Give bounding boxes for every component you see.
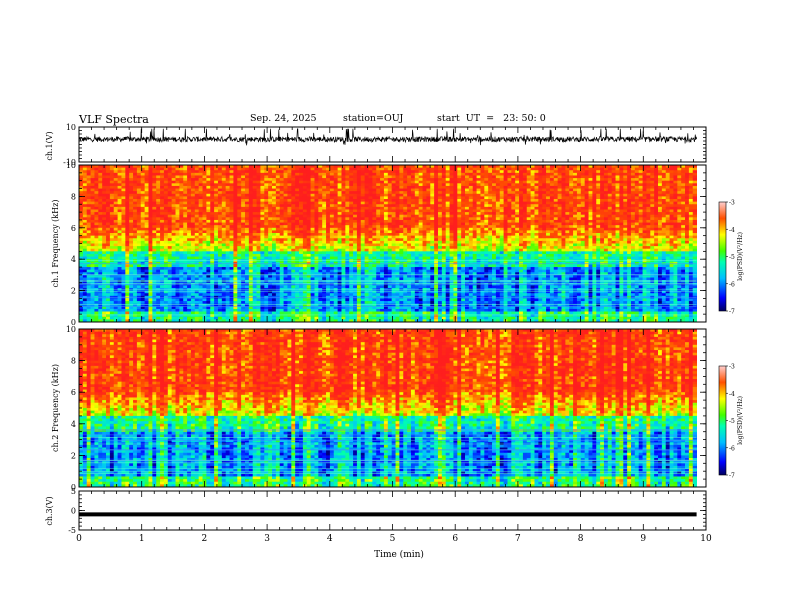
x-tick-label: 1	[139, 534, 145, 544]
spectrogram-image	[79, 165, 697, 323]
ch1-waveform-panel: 10-10	[63, 123, 707, 167]
ch2-spectrogram-ylabel: ch.2 Frequency (kHz)	[51, 364, 60, 452]
ch2-colorbar: -3 -4 -5 -6 -7 log(PSD)(V²/Hz)	[718, 364, 744, 480]
y-tick-label: 8	[71, 192, 76, 201]
station-label: station=OUJ	[343, 113, 404, 124]
ch1-waveform-trace	[78, 128, 697, 146]
colorbar-tick-label: -3	[729, 364, 735, 371]
ch1-spectrogram-ylabel: ch.1 Frequency (kHz)	[51, 200, 60, 288]
spectrogram-image	[79, 329, 697, 488]
y-tick-label: 0	[71, 507, 76, 516]
colorbar-gradient	[718, 365, 727, 476]
time-axis-label: Time (min)	[374, 549, 424, 560]
x-tick-label: 2	[202, 534, 208, 544]
y-tick-label: 6	[71, 224, 76, 233]
colorbar-tick-label: -7	[729, 309, 735, 316]
y-tick-label: 0	[71, 483, 76, 492]
colorbar-tick-label: -4	[729, 391, 735, 398]
colorbar-tick-label: -5	[729, 418, 735, 425]
x-tick-label: 6	[452, 534, 458, 544]
x-tick-label: 3	[264, 534, 270, 544]
x-tick-label: 8	[578, 534, 584, 544]
ch1-colorbar: -3 -4 -5 -6 -7 log(PSD)(V²/Hz)	[718, 200, 744, 316]
y-tick-label: 2	[71, 451, 76, 460]
colorbar-label: log(PSD)(V²/Hz)	[737, 396, 744, 445]
colorbar-tick-label: -6	[729, 281, 735, 288]
y-tick-label: 6	[71, 388, 76, 397]
figure-title: VLF Spectra	[79, 113, 149, 126]
y-tick-label: 4	[71, 420, 76, 429]
y-tick-label: 8	[71, 357, 76, 366]
ch1-waveform-ylabel: ch.1(V)	[45, 131, 54, 160]
x-tick-label: 5	[390, 534, 396, 544]
y-tick-label: 4	[71, 255, 76, 264]
y-tick-label: -5	[68, 526, 76, 535]
x-tick-label: 0	[76, 534, 82, 544]
y-tick-label: -10	[63, 158, 76, 167]
colorbar-gradient	[718, 201, 727, 312]
colorbar-tick-label: -5	[729, 254, 735, 261]
y-tick-label: 5	[71, 487, 76, 496]
colorbar-tick-label: -4	[729, 227, 735, 234]
x-tick-label: 4	[327, 534, 333, 544]
date-label: Sep. 24, 2025	[250, 113, 317, 124]
x-tick-label: 10	[700, 534, 712, 544]
ch3-waveform-ylabel: ch.3(V)	[45, 496, 54, 525]
colorbar-label: log(PSD)(V²/Hz)	[737, 232, 744, 281]
colorbar-tick-label: -7	[729, 473, 735, 480]
colorbar-tick-label: -3	[729, 200, 735, 207]
y-tick-label: 2	[71, 287, 76, 296]
x-tick-label: 9	[640, 534, 646, 544]
y-tick-label: 0	[71, 318, 76, 327]
ch2-spectrogram-panel: 0 2 4 6 8 10 ch.2 Frequency (kHz)	[51, 325, 707, 492]
y-tick-label: 10	[66, 325, 76, 334]
y-tick-label: 10	[66, 123, 76, 132]
x-tick-label: 7	[515, 534, 521, 544]
ch1-spectrogram-panel: 0 2 4 6 8 10 ch.1 Frequency (kHz)	[51, 161, 707, 327]
y-tick-label: 10	[66, 161, 76, 170]
start-time-label: start UT = 23: 50: 0	[437, 113, 546, 124]
colorbar-tick-label: -6	[729, 445, 735, 452]
